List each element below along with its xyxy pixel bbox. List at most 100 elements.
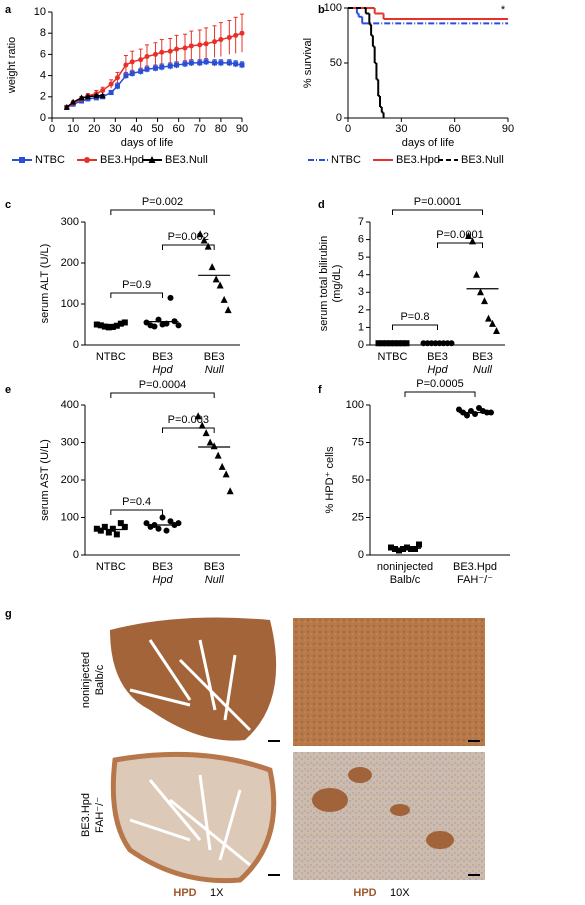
data-point [202, 429, 210, 437]
data-point [97, 322, 104, 329]
data-point [101, 323, 108, 330]
y-tick-label: 100 [346, 399, 364, 411]
y-tick-label: 7 [358, 216, 364, 228]
data-point [63, 103, 70, 110]
y-tick-label: 100 [61, 298, 79, 310]
data-point [203, 59, 209, 65]
row-label: noninjected [80, 652, 92, 708]
data-point [182, 45, 188, 51]
vessels [129, 774, 251, 867]
y-tick-label: 2 [40, 91, 46, 103]
data-point [214, 451, 222, 459]
y-tick-label: 5 [358, 251, 364, 263]
significance-bracket [437, 242, 483, 248]
panel-letter: g [5, 608, 12, 620]
data-point [206, 438, 214, 446]
x-tick-label: Null [473, 364, 493, 376]
stain-label: HPD [353, 887, 376, 899]
y-tick-label: 0 [73, 339, 79, 351]
data-point [489, 319, 496, 327]
magnification: 10X [390, 887, 410, 899]
significance-bracket [110, 509, 163, 515]
tissue-image [293, 752, 485, 880]
x-tick-label: BE3 [472, 351, 493, 363]
data-point [464, 412, 470, 419]
data-point [70, 98, 77, 105]
data-point [78, 94, 85, 101]
x-tick-label: Null [205, 574, 225, 586]
legend-marker [148, 156, 156, 163]
data-point [218, 60, 224, 66]
legend-label: BE3.Null [165, 154, 208, 166]
y-tick-label: 100 [61, 511, 79, 523]
x-tick-label: BE3.Hpd [453, 561, 497, 573]
data-point [226, 60, 232, 66]
x-tick-label: NTBC [96, 561, 126, 573]
data-point [477, 288, 484, 296]
data-point [400, 546, 406, 552]
legend-marker [19, 157, 25, 163]
data-point [105, 529, 112, 536]
legend-label: BE3.Hpd [396, 154, 440, 166]
data-point [196, 230, 204, 238]
data-point [416, 541, 422, 548]
x-tick-label: BE3 [204, 351, 225, 363]
x-tick-label: 90 [236, 123, 248, 135]
data-point [485, 314, 492, 322]
legend-label: BE3.Hpd [100, 154, 144, 166]
data-point [114, 83, 120, 89]
data-point [396, 547, 402, 554]
data-point [216, 281, 224, 289]
y-tick-label: 0 [40, 112, 46, 124]
p-value: P=0.002 [168, 231, 209, 243]
x-tick-label: 20 [88, 123, 100, 135]
data-point [239, 30, 245, 36]
data-point [222, 470, 230, 478]
y-tick-label: 0 [358, 549, 364, 561]
panel-letter: a [5, 4, 12, 16]
significance-bracket [110, 392, 215, 398]
data-point [188, 43, 194, 49]
x-tick-label: BE3 [427, 351, 448, 363]
p-value: P=0.4 [122, 496, 151, 508]
data-point [233, 32, 239, 38]
data-point [123, 73, 129, 79]
data-point [138, 57, 144, 63]
data-point [465, 232, 472, 240]
data-point [117, 320, 124, 327]
stain-label: HPD [173, 887, 196, 899]
y-tick-label: 6 [40, 48, 46, 60]
data-point [167, 63, 173, 69]
x-tick-label: 60 [449, 123, 461, 135]
data-point [108, 90, 114, 96]
y-tick-label: 100 [324, 2, 342, 14]
y-tick-label: 6 [358, 233, 364, 245]
data-point [138, 68, 144, 74]
data-point [121, 319, 128, 326]
data-point [212, 275, 220, 283]
significance-bracket [392, 209, 483, 215]
x-tick-label: Hpd [152, 574, 173, 586]
panel-letter: e [5, 384, 11, 396]
x-tick-label: Null [205, 364, 225, 376]
data-point [404, 544, 410, 551]
x-tick-label: BE3 [204, 561, 225, 573]
data-point [167, 294, 174, 301]
magnification: 1X [210, 887, 224, 899]
p-value: P=0.0004 [139, 379, 186, 391]
y-tick-label: 4 [358, 269, 364, 281]
data-point [117, 520, 124, 527]
data-point [226, 487, 234, 495]
data-point [412, 546, 418, 552]
x-tick-label: 0 [345, 123, 351, 135]
x-tick-label: 30 [109, 123, 121, 135]
data-point [218, 462, 226, 470]
x-tick-label: 90 [502, 123, 514, 135]
data-point [101, 523, 108, 530]
data-point [204, 242, 212, 250]
p-value: P=0.0005 [416, 378, 463, 390]
x-tick-label: BE3 [152, 351, 173, 363]
data-point [408, 546, 414, 552]
x-tick-label: 80 [215, 123, 227, 135]
x-tick-label: Hpd [427, 364, 448, 376]
